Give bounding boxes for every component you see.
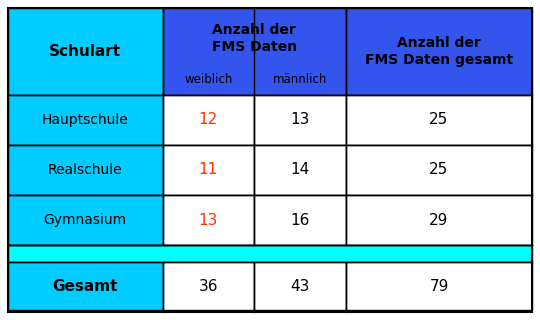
Bar bbox=[8, 145, 163, 195]
Bar bbox=[346, 262, 532, 310]
Text: 13: 13 bbox=[199, 212, 218, 228]
Text: 12: 12 bbox=[199, 112, 218, 127]
Bar bbox=[254, 95, 346, 145]
Text: Gesamt: Gesamt bbox=[52, 279, 118, 294]
Bar bbox=[163, 262, 254, 310]
Bar bbox=[8, 8, 163, 95]
Bar bbox=[8, 95, 163, 145]
Bar bbox=[163, 195, 254, 245]
Text: 13: 13 bbox=[291, 112, 310, 127]
Bar bbox=[8, 245, 532, 262]
Bar bbox=[254, 145, 346, 195]
Bar bbox=[163, 95, 254, 145]
Text: 25: 25 bbox=[429, 162, 449, 177]
Bar bbox=[346, 95, 532, 145]
Bar bbox=[346, 145, 532, 195]
Text: Hauptschule: Hauptschule bbox=[42, 113, 129, 127]
Text: Schulart: Schulart bbox=[49, 44, 122, 59]
Text: Gymnasium: Gymnasium bbox=[44, 213, 127, 227]
Bar bbox=[163, 8, 346, 95]
Text: 11: 11 bbox=[199, 162, 218, 177]
Bar bbox=[8, 262, 163, 310]
Text: 14: 14 bbox=[291, 162, 310, 177]
Text: 25: 25 bbox=[429, 112, 449, 127]
Text: weiblich: weiblich bbox=[184, 73, 233, 85]
Bar bbox=[346, 8, 532, 95]
Text: 36: 36 bbox=[199, 279, 218, 294]
Bar bbox=[163, 145, 254, 195]
Bar bbox=[8, 195, 163, 245]
Text: 79: 79 bbox=[429, 279, 449, 294]
Text: Realschule: Realschule bbox=[48, 163, 123, 177]
Text: Anzahl der
FMS Daten: Anzahl der FMS Daten bbox=[212, 23, 297, 54]
Bar bbox=[346, 195, 532, 245]
Text: männlich: männlich bbox=[273, 73, 327, 85]
Text: Anzahl der
FMS Daten gesamt: Anzahl der FMS Daten gesamt bbox=[365, 36, 513, 67]
Text: 43: 43 bbox=[291, 279, 310, 294]
Text: 29: 29 bbox=[429, 212, 449, 228]
Text: 16: 16 bbox=[291, 212, 310, 228]
Bar bbox=[254, 195, 346, 245]
Bar bbox=[254, 262, 346, 310]
